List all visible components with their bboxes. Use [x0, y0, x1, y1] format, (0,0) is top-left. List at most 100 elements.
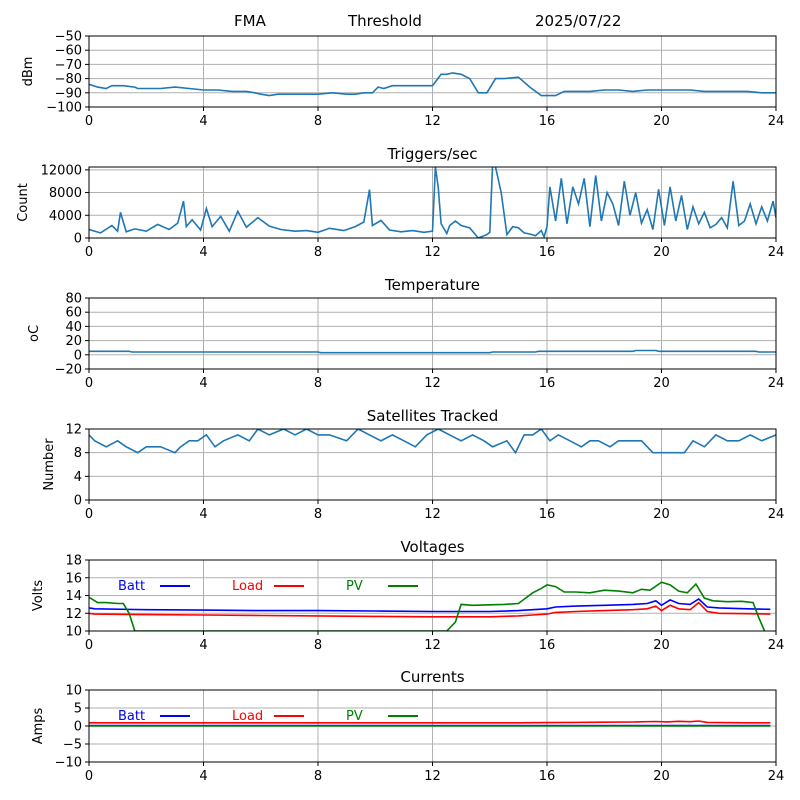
x-tick-label: 0: [85, 376, 93, 391]
y-tick-label: 12000: [41, 163, 82, 178]
x-tick-label: 20: [653, 769, 670, 784]
legend-label-pv: PV: [346, 709, 363, 724]
x-tick-label: 12: [424, 638, 441, 653]
x-tick-label: 16: [539, 245, 556, 260]
y-tick-label: 18: [65, 554, 82, 569]
page-header: FMA Threshold 2025/07/22: [0, 0, 800, 34]
y-axis-label: Count: [16, 183, 31, 222]
y-tick-label: 80: [65, 292, 82, 307]
x-tick-label: 24: [768, 114, 785, 129]
y-tick-label: −60: [55, 44, 82, 59]
x-tick-label: 0: [85, 245, 93, 260]
station-label: FMA: [234, 12, 266, 30]
mode-label: Threshold: [348, 12, 422, 30]
x-tick-label: 4: [199, 245, 207, 260]
chart-title: Voltages: [400, 538, 464, 556]
y-tick-label: 4000: [49, 209, 82, 224]
series-line-0: [89, 167, 776, 238]
series-line-0: [89, 72, 776, 97]
y-tick-label: 0: [74, 232, 82, 247]
series-line-load: [89, 601, 771, 618]
y-tick-label: 16: [65, 571, 82, 586]
x-tick-label: 4: [199, 769, 207, 784]
legend-label-load: Load: [232, 709, 263, 724]
y-tick-label: 4: [74, 470, 82, 485]
y-tick-label: 5: [74, 702, 82, 717]
chart-panel-1: 0 4 8 12 16 20 24 0 4000 8000 12000 Triggers/sec Cou…: [16, 145, 784, 260]
y-tick-label: 0: [74, 494, 82, 509]
x-tick-label: 16: [539, 638, 556, 653]
y-tick-label: 8: [74, 446, 82, 461]
legend-label-batt: Batt: [118, 709, 145, 724]
series-line-batt: [89, 597, 771, 613]
x-tick-label: 4: [199, 507, 207, 522]
y-tick-label: 60: [65, 306, 82, 321]
y-tick-label: −100: [46, 101, 82, 116]
series-line-pv: [89, 581, 766, 631]
chart-panel-0: 0 4 8 12 16 20 24 −100−90−80−70−60−50 dBm: [21, 30, 784, 130]
y-tick-label: 0: [74, 720, 82, 735]
x-tick-label: 12: [424, 376, 441, 391]
y-tick-label: 0: [74, 348, 82, 363]
legend-label-batt: Batt: [118, 579, 145, 594]
x-tick-label: 8: [314, 638, 322, 653]
series-line-0: [89, 429, 776, 455]
series-line-0: [89, 349, 776, 354]
x-tick-label: 12: [424, 114, 441, 129]
y-axis-label: Volts: [31, 580, 46, 612]
x-tick-label: 8: [314, 769, 322, 784]
x-tick-label: 0: [85, 638, 93, 653]
x-tick-label: 24: [768, 638, 785, 653]
y-tick-label: −50: [55, 30, 82, 45]
x-tick-label: 24: [768, 245, 785, 260]
x-tick-label: 16: [539, 507, 556, 522]
x-tick-label: 8: [314, 245, 322, 260]
x-tick-label: 20: [653, 114, 670, 129]
x-tick-label: 0: [85, 769, 93, 784]
legend-label-pv: PV: [346, 579, 363, 594]
chart-panel-4: 0 4 8 12 16 20 24 10 12 14 16 18 Voltages Volts Batt Lo…: [31, 538, 784, 653]
chart-title: Temperature: [384, 276, 480, 294]
y-tick-label: 20: [65, 334, 82, 349]
y-axis-label: Amps: [31, 707, 46, 744]
y-axis-label: dBm: [21, 57, 36, 87]
x-tick-label: 16: [539, 114, 556, 129]
series-line-load: [89, 720, 771, 724]
date-label: 2025/07/22: [535, 12, 622, 30]
x-tick-label: 16: [539, 769, 556, 784]
x-tick-label: 12: [424, 245, 441, 260]
chart-panel-3: 0 4 8 12 16 20 24 0 4 8 12 Satellites Tracked Number: [42, 407, 784, 522]
x-tick-label: 8: [314, 376, 322, 391]
x-tick-label: 20: [653, 245, 670, 260]
chart-title: Satellites Tracked: [367, 407, 498, 425]
x-tick-label: 16: [539, 376, 556, 391]
y-tick-label: 12: [65, 423, 82, 438]
y-axis-label: oC: [27, 325, 42, 342]
x-tick-label: 8: [314, 114, 322, 129]
x-tick-label: 24: [768, 507, 785, 522]
y-tick-label: −90: [55, 86, 82, 101]
x-tick-label: 4: [199, 638, 207, 653]
y-tick-label: 14: [65, 589, 82, 604]
chart-title: Currents: [400, 668, 464, 686]
x-tick-label: 8: [314, 507, 322, 522]
x-tick-label: 4: [199, 114, 207, 129]
y-tick-label: 12: [65, 607, 82, 622]
x-tick-label: 12: [424, 507, 441, 522]
x-tick-label: 12: [424, 769, 441, 784]
chart-panel-5: 0 4 8 12 16 20 24 −10 −5 0 5 10 Currents Amps Batt Load…: [31, 668, 784, 784]
y-tick-label: −80: [55, 72, 82, 87]
y-tick-label: 40: [65, 320, 82, 335]
y-tick-label: −20: [55, 363, 82, 378]
x-tick-label: 4: [199, 376, 207, 391]
chart-title: Triggers/sec: [387, 145, 478, 163]
legend-label-load: Load: [232, 579, 263, 594]
x-tick-label: 0: [85, 507, 93, 522]
y-tick-label: 10: [65, 625, 82, 640]
y-tick-label: −70: [55, 58, 82, 73]
x-tick-label: 0: [85, 114, 93, 129]
y-tick-label: −5: [63, 738, 82, 753]
